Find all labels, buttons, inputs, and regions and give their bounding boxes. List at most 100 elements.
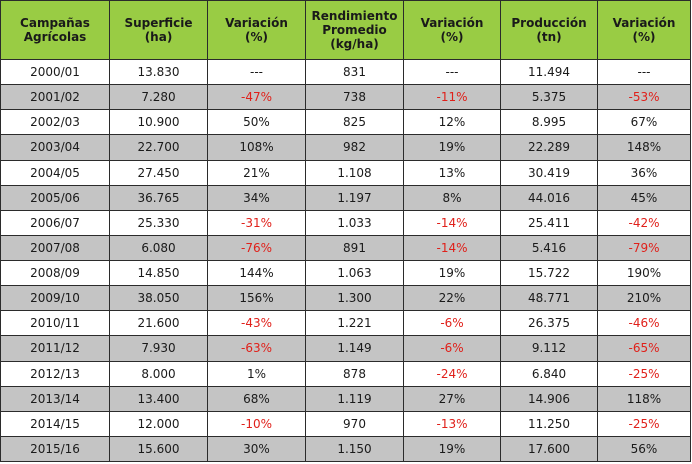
cell-yield-variation: 27% <box>403 385 501 412</box>
cell-yield-variation: 22% <box>403 285 501 312</box>
cell-production-variation: -25% <box>597 360 691 387</box>
cell-yield-variation: -14% <box>403 209 501 236</box>
cell-production-variation: 45% <box>597 184 691 211</box>
cell-campaign: 2001/02 <box>0 84 110 111</box>
cell-production-variation: -46% <box>597 310 691 337</box>
cell-campaign: 2010/11 <box>0 310 110 337</box>
header-line: (ha) <box>144 30 173 44</box>
cell-surface-variation: 68% <box>207 385 306 412</box>
table-row: 2005/06 36.765 34% 1.197 8% 44.016 45% <box>0 184 691 211</box>
cell-yield: 878 <box>305 360 404 387</box>
cell-campaign: 2003/04 <box>0 134 110 161</box>
cell-surface: 12.000 <box>109 410 208 437</box>
cell-yield-variation: -24% <box>403 360 501 387</box>
cell-surface-variation: 50% <box>207 109 306 136</box>
table-row: 2009/10 38.050 156% 1.300 22% 48.771 210% <box>0 285 691 312</box>
cell-yield-variation: -14% <box>403 234 501 262</box>
cell-production: 5.375 <box>500 84 598 111</box>
cell-production-variation: 56% <box>597 435 691 463</box>
cell-production-variation: 210% <box>597 285 691 312</box>
table-row: 2004/05 27.450 21% 1.108 13% 30.419 36% <box>0 159 691 186</box>
cell-production-variation: -79% <box>597 234 691 262</box>
cell-surface-variation: 1% <box>207 360 306 387</box>
header-line: (%) <box>245 30 268 44</box>
cell-surface-variation: 156% <box>207 285 306 312</box>
cell-surface: 21.600 <box>109 310 208 337</box>
header-surface-variation: Variación (%) <box>207 0 306 60</box>
header-line: Promedio <box>322 23 387 37</box>
cell-production-variation: 36% <box>597 159 691 186</box>
cell-surface-variation: 144% <box>207 259 306 287</box>
table-row: 2000/01 13.830 --- 831 --- 11.494 --- <box>0 58 691 86</box>
cell-production: 25.411 <box>500 209 598 236</box>
cell-yield: 982 <box>305 134 404 161</box>
header-line: (tn) <box>536 30 562 44</box>
cell-production-variation: 67% <box>597 109 691 136</box>
header-line: (%) <box>440 30 464 44</box>
cell-production: 14.906 <box>500 385 598 412</box>
header-line: Campañas <box>20 16 90 30</box>
cell-production: 8.995 <box>500 109 598 136</box>
cell-yield: 738 <box>305 84 404 111</box>
cell-campaign: 2008/09 <box>0 259 110 287</box>
cell-yield: 1.221 <box>305 310 404 337</box>
cell-yield-variation: --- <box>403 58 501 86</box>
cell-surface: 22.700 <box>109 134 208 161</box>
cell-surface: 38.050 <box>109 285 208 312</box>
cell-surface-variation: --- <box>207 58 306 86</box>
cell-surface: 8.000 <box>109 360 208 387</box>
cell-production-variation: 118% <box>597 385 691 412</box>
cell-yield-variation: 19% <box>403 435 501 463</box>
cell-surface: 6.080 <box>109 234 208 262</box>
cell-production: 15.722 <box>500 259 598 287</box>
cell-surface-variation: -76% <box>207 234 306 262</box>
header-line: Variación <box>420 16 484 30</box>
cell-surface-variation: 34% <box>207 184 306 211</box>
cell-production: 6.840 <box>500 360 598 387</box>
cell-yield-variation: 13% <box>403 159 501 186</box>
cell-campaign: 2012/13 <box>0 360 110 387</box>
cell-surface-variation: -47% <box>207 84 306 111</box>
cell-production-variation: --- <box>597 58 691 86</box>
header-line: (%) <box>632 30 656 44</box>
cell-surface-variation: 30% <box>207 435 306 463</box>
cell-yield: 1.033 <box>305 209 404 236</box>
cell-campaign: 2013/14 <box>0 385 110 412</box>
cell-yield-variation: -13% <box>403 410 501 437</box>
cell-surface: 14.850 <box>109 259 208 287</box>
cell-surface: 25.330 <box>109 209 208 236</box>
header-line: Superficie <box>124 16 193 30</box>
cell-production: 48.771 <box>500 285 598 312</box>
header-yield-variation: Variación (%) <box>403 0 501 60</box>
table-row: 2003/04 22.700 108% 982 19% 22.289 148% <box>0 134 691 161</box>
cell-production-variation: 148% <box>597 134 691 161</box>
header-production: Producción (tn) <box>500 0 598 60</box>
cell-yield: 1.108 <box>305 159 404 186</box>
table-row: 2002/03 10.900 50% 825 12% 8.995 67% <box>0 109 691 136</box>
header-line: Variación <box>612 16 676 30</box>
cell-surface: 36.765 <box>109 184 208 211</box>
header-production-variation: Variación (%) <box>597 0 691 60</box>
cell-yield: 1.063 <box>305 259 404 287</box>
header-line: Variación <box>225 16 288 30</box>
header-line: Agrícolas <box>23 30 87 44</box>
cell-production: 5.416 <box>500 234 598 262</box>
cell-production-variation: -42% <box>597 209 691 236</box>
cell-yield-variation: -11% <box>403 84 501 111</box>
cell-yield: 831 <box>305 58 404 86</box>
cell-campaign: 2015/16 <box>0 435 110 463</box>
cell-surface-variation: -43% <box>207 310 306 337</box>
cell-yield-variation: 19% <box>403 259 501 287</box>
cell-campaign: 2011/12 <box>0 335 110 362</box>
cell-surface: 13.400 <box>109 385 208 412</box>
cell-production-variation: 190% <box>597 259 691 287</box>
cell-yield: 825 <box>305 109 404 136</box>
cell-surface: 13.830 <box>109 58 208 86</box>
cell-production: 9.112 <box>500 335 598 362</box>
cell-yield: 1.149 <box>305 335 404 362</box>
table-row: 2006/07 25.330 -31% 1.033 -14% 25.411 -42% <box>0 209 691 236</box>
cell-surface: 7.280 <box>109 84 208 111</box>
cell-campaign: 2005/06 <box>0 184 110 211</box>
cell-production-variation: -65% <box>597 335 691 362</box>
